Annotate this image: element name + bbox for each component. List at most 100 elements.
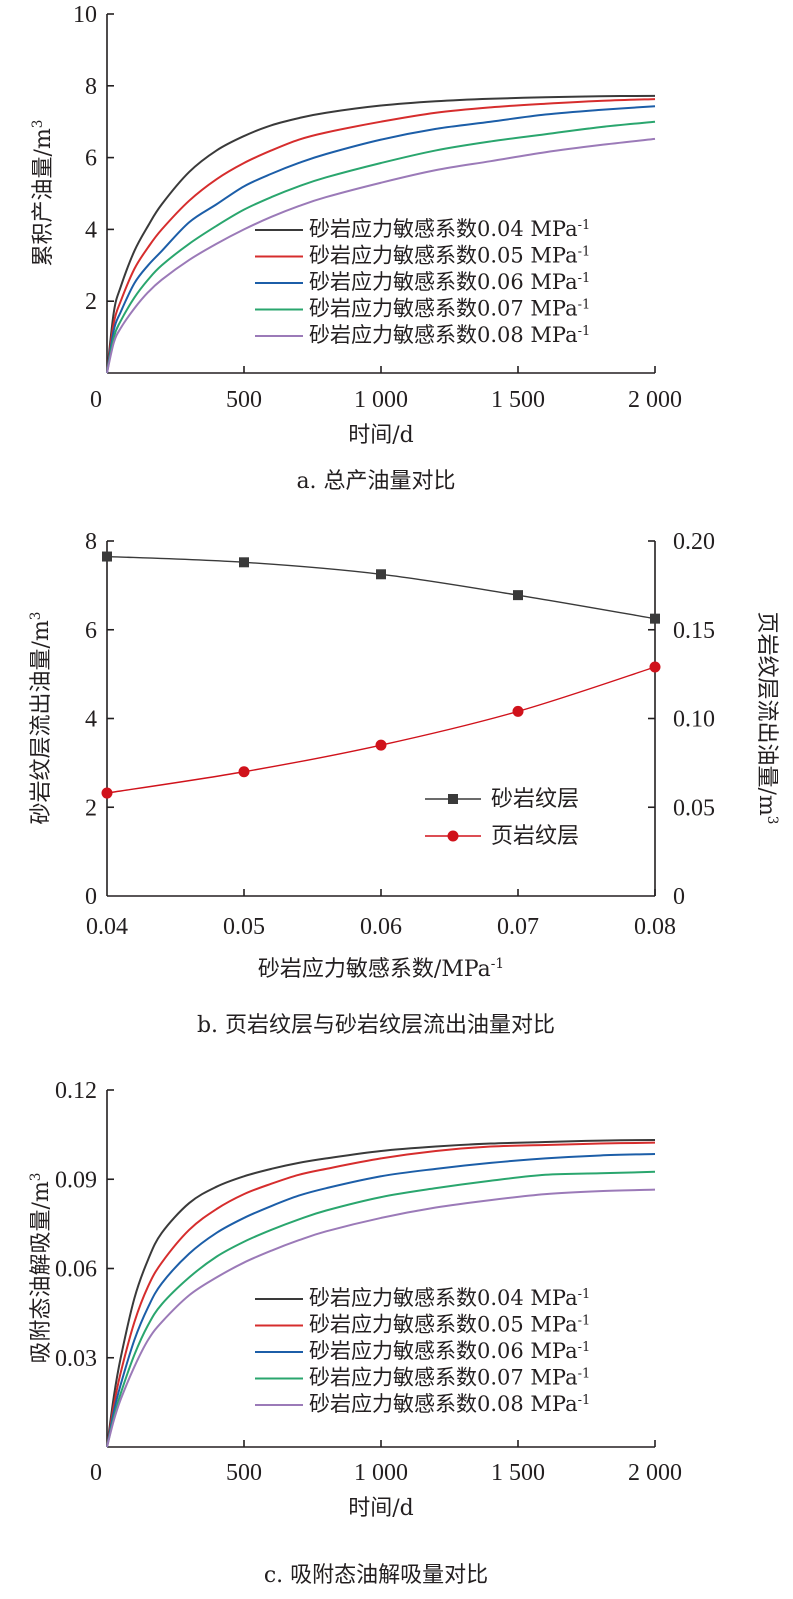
x-axis-label-superscript: -1 xyxy=(491,956,504,972)
y-axis-label-text: 累积产油量/m xyxy=(31,128,56,266)
x-tick-label: 2 000 xyxy=(628,387,682,413)
y-tick-label: 8 xyxy=(85,529,97,555)
legend-label: 砂岩应力敏感系数0.08 MPa-1 xyxy=(309,1392,590,1416)
data-point-circle xyxy=(101,787,113,799)
x-tick-label: 1 500 xyxy=(491,387,545,413)
series-line-1 xyxy=(106,555,656,620)
legend-label-superscript: -1 xyxy=(578,1287,591,1302)
x-tick-label: 0.07 xyxy=(497,914,539,940)
series-line-4 xyxy=(106,120,656,374)
y-tick-label: 2 xyxy=(85,795,97,821)
legend-label-superscript: -1 xyxy=(578,1340,591,1355)
y-axis-label-superscript: 3 xyxy=(28,1173,44,1182)
y2-tick-label: 0 xyxy=(673,884,685,910)
legend-label: 砂岩应力敏感系数0.06 MPa-1 xyxy=(309,270,590,294)
data-point-square xyxy=(650,613,660,624)
data-point-circle xyxy=(238,766,250,778)
legend-label-superscript: -1 xyxy=(578,271,591,286)
series-line-5 xyxy=(106,1188,656,1448)
y-tick-label: 0.09 xyxy=(55,1167,97,1193)
chart-adsorbed-oil-desorption: 0 500 1 000 1 500 2 000 0.03 0.06 0.09 0.12 时间/d 吸… xyxy=(28,1078,682,1588)
legend-label-text: 砂岩应力敏感系数0.08 MPa xyxy=(309,1392,578,1416)
legend-label-superscript: -1 xyxy=(578,244,591,259)
x-tick-label: 0.06 xyxy=(360,914,402,940)
series-line-1 xyxy=(106,1138,656,1448)
y-axis-label-superscript: 3 xyxy=(28,612,44,621)
legend-label-text: 砂岩应力敏感系数0.08 MPa xyxy=(309,323,578,347)
x-axis-label-text: 砂岩应力敏感系数/MPa xyxy=(258,957,491,982)
y-axis-label-superscript: 3 xyxy=(30,120,46,129)
y2-tick-label: 0.10 xyxy=(673,707,715,733)
x-tick-label: 0.05 xyxy=(223,914,265,940)
chart-caption: a. 总产油量对比 xyxy=(296,469,455,494)
legend-label-text: 砂岩应力敏感系数0.06 MPa xyxy=(309,1339,578,1363)
data-point-circle xyxy=(649,661,661,673)
series-line-2 xyxy=(106,1141,656,1448)
series-line-2 xyxy=(106,666,656,794)
legend-marker-square xyxy=(448,794,458,804)
y2-axis-label: 页岩纹层流出油量/m3 xyxy=(754,612,780,825)
x-tick-label: 1 500 xyxy=(491,1460,545,1486)
legend-label-superscript: -1 xyxy=(578,218,591,233)
legend-label-text: 砂岩应力敏感系数0.04 MPa xyxy=(309,1286,578,1310)
legend-marker-circle xyxy=(447,830,459,842)
x-tick-label: 500 xyxy=(226,387,262,413)
y-tick-label: 6 xyxy=(85,146,97,172)
series-line-3 xyxy=(106,1152,656,1448)
legend-label-superscript: -1 xyxy=(578,1393,591,1408)
chart-laminae-outflow-comparison: 0.04 0.05 0.06 0.07 0.08 0 2 4 6 8 0 0.05 0.10 0.15 0.… xyxy=(28,529,780,1038)
legend-label-superscript: -1 xyxy=(578,1313,591,1328)
y-tick-label: 2 xyxy=(85,289,97,315)
legend-label: 砂岩应力敏感系数0.05 MPa-1 xyxy=(309,244,590,268)
series-line-5 xyxy=(106,137,656,374)
x-axis-label-text: 时间/d xyxy=(348,423,414,448)
x-tick-label: 500 xyxy=(226,1460,262,1486)
legend-label-text: 砂岩应力敏感系数0.05 MPa xyxy=(309,1313,578,1337)
data-point-square xyxy=(239,557,249,568)
data-point-square xyxy=(102,551,112,562)
y-axis-label: 砂岩纹层流出油量/m3 xyxy=(28,612,54,825)
legend-label: 砂岩应力敏感系数0.05 MPa-1 xyxy=(309,1313,590,1337)
legend-label: 砂岩应力敏感系数0.07 MPa-1 xyxy=(309,1366,590,1390)
legend-label-text: 砂岩应力敏感系数0.04 MPa xyxy=(309,217,578,241)
y-tick-label: 8 xyxy=(85,74,97,100)
y2-tick-label: 0.05 xyxy=(673,795,715,821)
legend-label: 砂岩应力敏感系数0.04 MPa-1 xyxy=(309,1286,590,1310)
series-line-3 xyxy=(106,105,656,374)
legend-label: 砂岩纹层 xyxy=(491,787,579,812)
legend-label-text: 砂岩应力敏感系数0.06 MPa xyxy=(309,270,578,294)
data-point-square xyxy=(513,590,523,601)
x-axis-label-text: 时间/d xyxy=(348,1496,414,1521)
legend-label: 页岩纹层 xyxy=(491,824,579,849)
y-tick-label: 4 xyxy=(85,217,97,243)
series-line-1 xyxy=(106,94,656,374)
x-tick-label: 1 000 xyxy=(354,1460,408,1486)
y2-tick-label: 0.15 xyxy=(673,618,715,644)
y-tick-label: 6 xyxy=(85,618,97,644)
chart-caption: b. 页岩纹层与砂岩纹层流出油量对比 xyxy=(197,1013,555,1038)
y-tick-label: 0 xyxy=(85,884,97,910)
data-point-circle xyxy=(375,739,387,751)
x-axis-label: 时间/d xyxy=(348,1496,414,1521)
x-tick-label: 1 000 xyxy=(354,387,408,413)
y-axis-label-text: 砂岩纹层流出油量/m xyxy=(29,620,54,824)
legend-label: 砂岩应力敏感系数0.04 MPa-1 xyxy=(309,217,590,241)
series-line-4 xyxy=(106,1170,656,1448)
y-tick-label: 0.03 xyxy=(55,1346,97,1372)
data-point-circle xyxy=(512,705,524,717)
y2-axis-label-text: 页岩纹层流出油量/m xyxy=(754,612,779,816)
x-axis-label: 砂岩应力敏感系数/MPa-1 xyxy=(258,956,504,982)
data-point-square xyxy=(376,569,386,580)
chart-caption: c. 吸附态油解吸量对比 xyxy=(264,1563,488,1588)
legend-label: 砂岩应力敏感系数0.06 MPa-1 xyxy=(309,1339,590,1363)
x-axis-label: 时间/d xyxy=(348,423,414,448)
y-axis-label-text: 吸附态油解吸量/m xyxy=(29,1181,54,1363)
x-tick-label: 0.04 xyxy=(86,914,128,940)
y-tick-label: 0.12 xyxy=(55,1078,97,1104)
x-tick-label: 2 000 xyxy=(628,1460,682,1486)
y-axis-label: 吸附态油解吸量/m3 xyxy=(28,1173,54,1364)
legend-label: 砂岩应力敏感系数0.08 MPa-1 xyxy=(309,323,590,347)
y2-tick-label: 0.20 xyxy=(673,529,715,555)
legend-label: 砂岩应力敏感系数0.07 MPa-1 xyxy=(309,297,590,321)
